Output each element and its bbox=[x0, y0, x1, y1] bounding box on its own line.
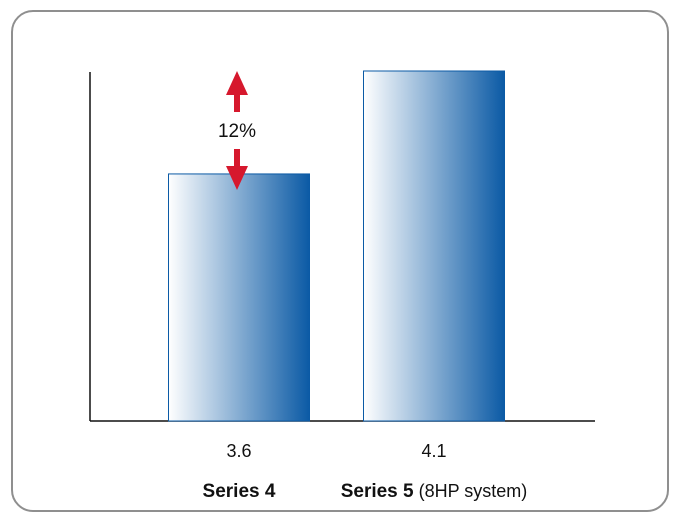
value-label: 3.6 bbox=[226, 441, 251, 461]
chart-frame bbox=[11, 10, 669, 512]
bars-layer bbox=[168, 70, 505, 422]
arrow-up-icon bbox=[226, 71, 248, 112]
value-label: 4.1 bbox=[421, 441, 446, 461]
category-label: Series 5 (8HP system) bbox=[341, 481, 528, 502]
category-suffix: (8HP system) bbox=[414, 481, 528, 501]
arrow-down-icon bbox=[226, 149, 248, 190]
percent-annotation: 12% bbox=[218, 121, 256, 142]
labels-layer: 3.6 Series 4 4.1 Series 5 (8HP system) bbox=[203, 441, 528, 502]
category-name: Series 4 bbox=[203, 481, 276, 502]
category-name: Series 5 bbox=[341, 481, 414, 502]
bar-series-5 bbox=[363, 70, 505, 422]
category-label: Series 4 bbox=[203, 481, 276, 502]
bar-series-4 bbox=[168, 173, 310, 422]
annotation-layer: 12% bbox=[218, 71, 256, 190]
